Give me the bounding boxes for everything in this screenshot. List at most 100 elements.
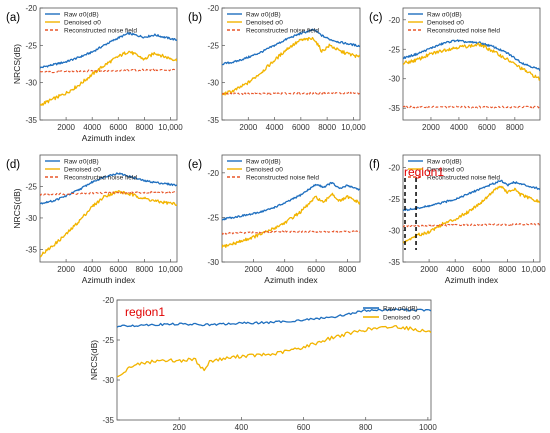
x-tick-label: 10,000 (341, 123, 366, 132)
y-tick-label: -20 (207, 169, 219, 178)
series-line-raw (403, 179, 540, 212)
x-tick-label: 10,000 (158, 265, 183, 274)
x-tick-label: 4000 (446, 265, 464, 274)
panel-1: 2000 4000 6000 8000 10,000 -20 -25 -30 -35 Raw σ0… (188, 4, 366, 132)
legend-label-noise: Reconstructed noise field (64, 27, 137, 34)
panel-label: (b) (188, 12, 202, 24)
y-tick-label: -35 (25, 116, 37, 125)
panel-label: (f) (369, 159, 380, 171)
x-tick-label: 4000 (276, 265, 294, 274)
legend-label-raw: Raw σ0(dB) (427, 158, 462, 165)
x-tick-label: 2000 (57, 265, 75, 274)
plot-frame (402, 7, 541, 121)
x-tick-label: 800 (359, 423, 373, 432)
legend-label-noise: Reconstructed noise field (427, 27, 500, 34)
x-axis-label: Azimuth index (264, 275, 318, 285)
series-line-noise (40, 68, 177, 74)
legend-label-raw: Raw σ0(dB) (427, 11, 462, 18)
region-label: region1 (404, 165, 444, 179)
x-tick-label: 4000 (266, 123, 284, 132)
x-tick-label: 6000 (109, 123, 127, 132)
series-group (117, 308, 431, 378)
legend-label-raw: Raw σ0(dB) (64, 11, 99, 18)
x-tick-label: 8000 (339, 265, 357, 274)
y-tick-label: -35 (102, 416, 114, 425)
y-tick-label: -35 (25, 245, 37, 254)
plot-frame (221, 154, 361, 263)
panel-3: 2000 4000 6000 8000 10,000 -25 -30 -35 Azimuth i… (6, 154, 183, 285)
x-tick-label: 2000 (420, 265, 438, 274)
x-tick-label: 2000 (244, 265, 262, 274)
legend-label-raw: Raw σ0(dB) (64, 158, 99, 165)
y-tick-label: -25 (25, 182, 37, 191)
panel-label: (d) (6, 159, 20, 171)
y-tick-label: -25 (207, 213, 219, 222)
panel-4: 2000 4000 6000 8000 -20 -25 -30 Azimuth index Ra… (188, 154, 361, 285)
y-tick-label: -30 (207, 79, 219, 88)
x-tick-label: 2000 (57, 123, 75, 132)
series-group (222, 28, 360, 96)
y-tick-label: -25 (388, 45, 400, 54)
x-tick-label: 10,000 (158, 123, 183, 132)
x-tick-label: 6000 (307, 265, 325, 274)
series-line-noise (222, 91, 360, 96)
series-group (222, 181, 360, 249)
plot-frame (402, 154, 541, 263)
y-tick-label: -35 (207, 116, 219, 125)
x-tick-label: 10,000 (521, 265, 546, 274)
y-tick-label: -30 (25, 79, 37, 88)
series-line-denoised (117, 324, 431, 378)
x-tick-label: 2000 (422, 123, 440, 132)
panel-5: 2000 4000 6000 8000 10,000 -20 -25 -30 -35 Azimut… (369, 154, 546, 285)
region-label: region1 (125, 305, 165, 319)
series-line-raw (222, 181, 360, 221)
y-tick-label: -20 (102, 296, 114, 305)
y-axis-label: NRCS(dB) (89, 340, 99, 380)
x-tick-label: 600 (297, 423, 311, 432)
y-tick-label: -20 (207, 4, 219, 13)
y-tick-label: -25 (25, 41, 37, 50)
legend-label-denoised: Denoised σ0 (246, 166, 283, 173)
x-tick-label: 8000 (506, 123, 524, 132)
legend-label-denoised: Denoised σ0 (246, 19, 283, 26)
y-tick-label: -30 (388, 227, 400, 236)
legend-label-denoised: Denoised σ0 (64, 166, 101, 173)
x-tick-label: 8000 (318, 123, 336, 132)
x-tick-label: 1000 (419, 423, 437, 432)
y-tick-label: -30 (207, 258, 219, 267)
x-tick-label: 4000 (83, 265, 101, 274)
y-tick-label: -20 (388, 16, 400, 25)
y-tick-label: -30 (388, 75, 400, 84)
x-tick-label: 4000 (450, 123, 468, 132)
x-tick-label: 8000 (498, 265, 516, 274)
x-tick-label: 8000 (135, 265, 153, 274)
y-tick-label: -30 (25, 214, 37, 223)
series-group (403, 39, 540, 109)
y-tick-label: -20 (25, 4, 37, 13)
legend-label-denoised: Denoised σ0 (383, 315, 420, 322)
series-line-noise (40, 190, 177, 196)
legend-label-noise: Reconstructed noise field (246, 27, 319, 34)
plot-frame (221, 7, 361, 121)
series-line-denoised (403, 185, 540, 245)
panel-0: 2000 4000 6000 8000 10,000 -20 -25 -30 -35 Azimut… (6, 4, 183, 143)
x-tick-label: 6000 (478, 123, 496, 132)
series-line-denoised (40, 190, 177, 258)
series-line-denoised (40, 50, 177, 106)
series-line-raw (40, 32, 177, 69)
x-tick-label: 8000 (135, 123, 153, 132)
x-axis-label: Azimuth index (82, 275, 136, 285)
series-group (40, 172, 177, 258)
series-group (40, 32, 177, 106)
legend-label-noise: Reconstructed noise field (64, 174, 137, 181)
y-tick-label: -25 (388, 195, 400, 204)
series-line-denoised (403, 42, 540, 81)
x-tick-label: 6000 (472, 265, 490, 274)
legend-label-denoised: Denoised σ0 (427, 19, 464, 26)
y-tick-label: -30 (102, 376, 114, 385)
series-line-raw (222, 28, 360, 66)
panel-label: (e) (188, 159, 202, 171)
y-tick-label: -35 (388, 258, 400, 267)
series-line-noise (403, 222, 540, 228)
legend-label-raw: Raw σ0(dB) (246, 158, 281, 165)
